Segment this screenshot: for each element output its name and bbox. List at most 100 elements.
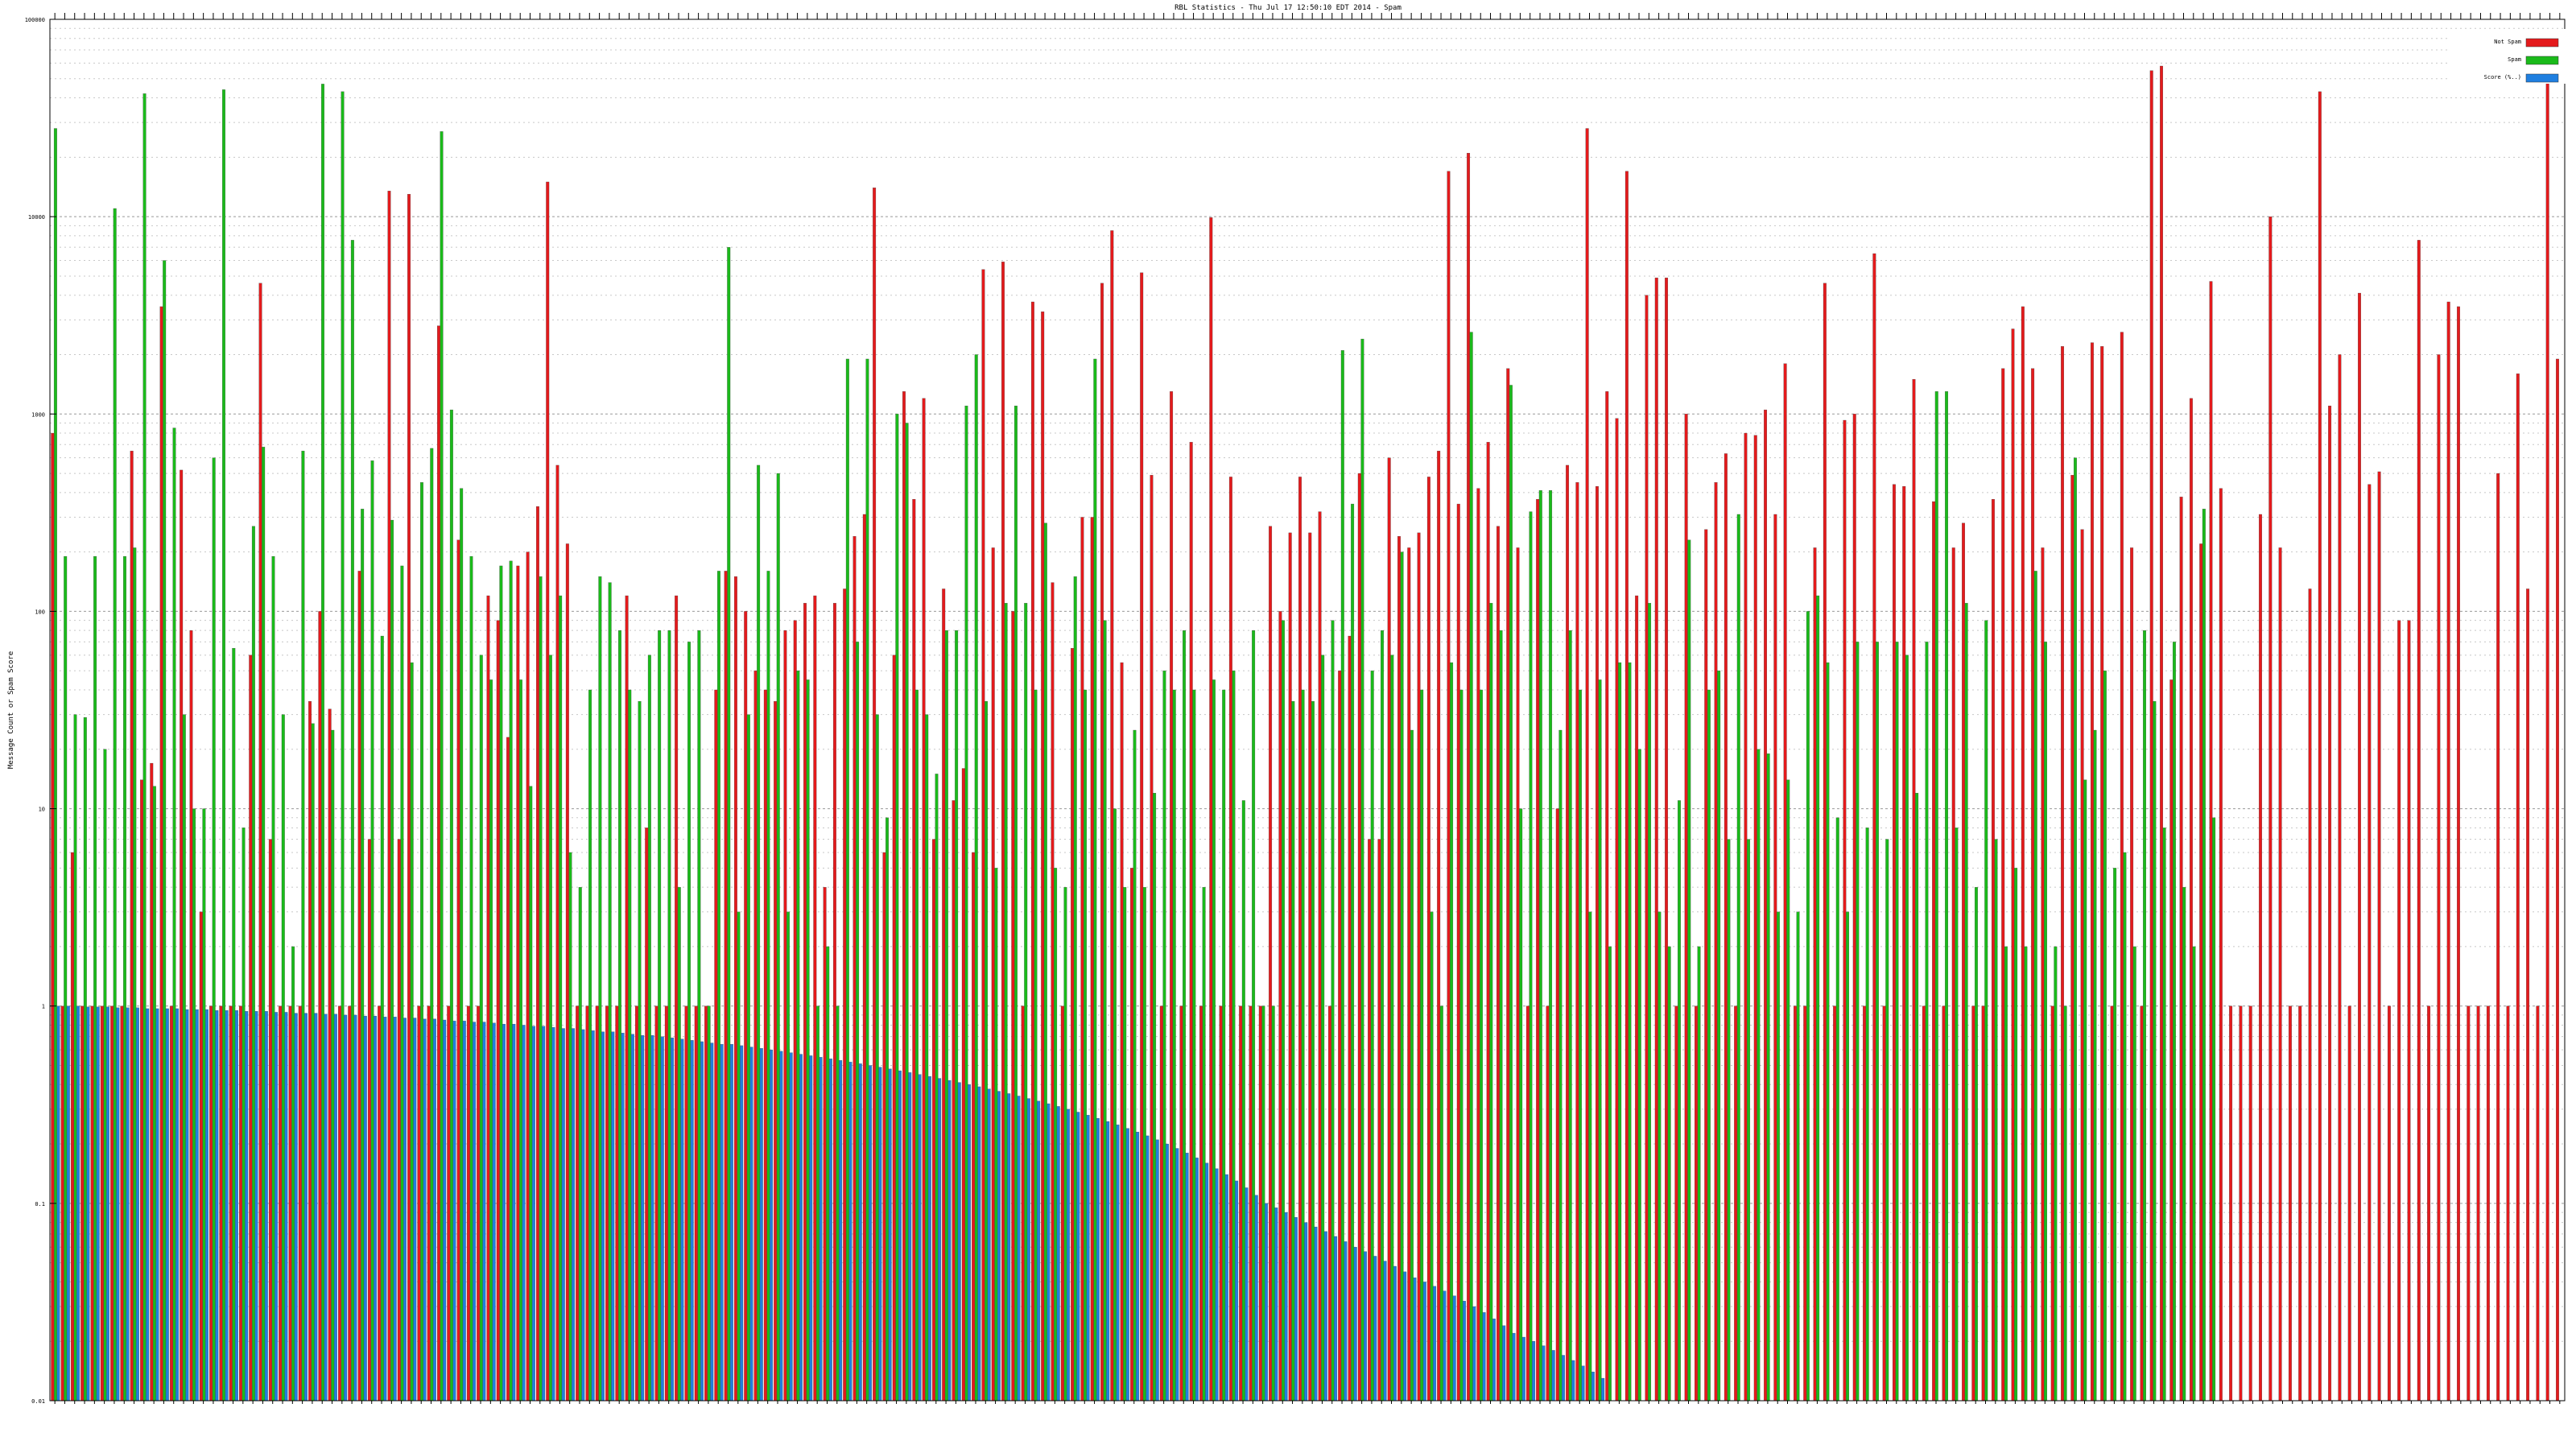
bar-not-spam bbox=[199, 911, 203, 1402]
bar-score bbox=[1265, 1203, 1268, 1402]
bar-score bbox=[601, 1031, 605, 1402]
bar-not-spam bbox=[1783, 363, 1787, 1402]
bar-score bbox=[492, 1022, 496, 1402]
bar-not-spam bbox=[279, 1005, 283, 1402]
bar-not-spam bbox=[1150, 475, 1154, 1402]
bar-score bbox=[1294, 1217, 1298, 1402]
bar-spam bbox=[123, 555, 126, 1402]
bar-score bbox=[888, 1068, 892, 1402]
bar-not-spam bbox=[714, 689, 718, 1402]
bar-not-spam bbox=[2417, 240, 2421, 1402]
bar-not-spam bbox=[774, 701, 778, 1402]
bar-score bbox=[1155, 1139, 1159, 1402]
bar-not-spam bbox=[2149, 70, 2153, 1402]
bar-spam bbox=[281, 714, 285, 1402]
bar-score bbox=[1591, 1372, 1595, 1402]
bar-score bbox=[1482, 1312, 1486, 1402]
bar-not-spam bbox=[1704, 529, 1708, 1402]
bar-score bbox=[116, 1007, 120, 1402]
bar-not-spam bbox=[1566, 464, 1570, 1402]
bar-score bbox=[819, 1057, 823, 1402]
legend: Not Spam Spam Score (%..) bbox=[2447, 29, 2566, 84]
bar-not-spam bbox=[1753, 435, 1757, 1402]
bar-spam bbox=[251, 526, 255, 1402]
bar-not-spam bbox=[159, 306, 163, 1402]
bar-spam bbox=[1351, 503, 1355, 1402]
bar-spam bbox=[638, 701, 642, 1402]
bar-not-spam bbox=[2536, 1005, 2540, 1402]
bar-not-spam bbox=[2169, 679, 2174, 1402]
bar-spam bbox=[1202, 886, 1206, 1402]
bar-not-spam bbox=[239, 1005, 242, 1402]
bar-not-spam bbox=[477, 1005, 481, 1402]
legend-swatch bbox=[2525, 38, 2559, 47]
bar-score bbox=[135, 1007, 139, 1402]
bar-spam bbox=[489, 679, 493, 1402]
bar-spam bbox=[944, 630, 948, 1402]
bar-spam bbox=[1370, 671, 1374, 1402]
bar-score bbox=[770, 1049, 774, 1402]
bar-spam bbox=[113, 208, 117, 1402]
bar-not-spam bbox=[1525, 1005, 1530, 1402]
bar-spam bbox=[1103, 620, 1107, 1402]
bar-spam bbox=[1786, 779, 1790, 1402]
bar-score bbox=[1037, 1100, 1041, 1402]
bar-score bbox=[918, 1074, 922, 1402]
bar-spam bbox=[172, 427, 176, 1402]
bar-spam bbox=[1608, 946, 1612, 1402]
bar-not-spam bbox=[397, 839, 401, 1402]
bar-not-spam bbox=[268, 839, 272, 1402]
bar-not-spam bbox=[1585, 128, 1589, 1402]
bar-not-spam bbox=[1635, 595, 1639, 1402]
bar-not-spam bbox=[1199, 1005, 1203, 1402]
bar-score bbox=[1116, 1125, 1120, 1402]
plot-frame bbox=[49, 19, 2566, 1402]
bar-not-spam bbox=[664, 1005, 668, 1402]
bar-not-spam bbox=[753, 671, 758, 1402]
bar-spam bbox=[410, 662, 414, 1402]
bar-score bbox=[344, 1014, 348, 1402]
bar-spam bbox=[1252, 630, 1256, 1402]
bar-not-spam bbox=[209, 1005, 213, 1402]
bar-score bbox=[363, 1015, 367, 1402]
bar-not-spam bbox=[1348, 635, 1352, 1402]
bar-score bbox=[264, 1011, 268, 1402]
bar-score bbox=[531, 1026, 535, 1402]
bar-spam bbox=[1558, 729, 1563, 1402]
bar-spam bbox=[1667, 946, 1671, 1402]
bar-spam bbox=[559, 595, 563, 1402]
bar-not-spam bbox=[2437, 354, 2441, 1402]
bar-spam bbox=[1598, 679, 1602, 1402]
bar-spam bbox=[1895, 642, 1899, 1402]
bar-not-spam bbox=[348, 1005, 352, 1402]
bar-spam bbox=[1816, 595, 1820, 1402]
bar-not-spam bbox=[1021, 1005, 1025, 1402]
bar-spam bbox=[2212, 817, 2216, 1402]
bar-not-spam bbox=[1308, 532, 1312, 1402]
bar-score bbox=[1254, 1195, 1258, 1402]
bar-score bbox=[542, 1026, 546, 1402]
y-tick-label: 1 bbox=[42, 1004, 45, 1010]
bar-not-spam bbox=[1129, 868, 1133, 1402]
bar-spam bbox=[1519, 808, 1523, 1402]
bar-score bbox=[779, 1051, 783, 1402]
bar-spam bbox=[1974, 886, 1978, 1402]
bar-not-spam bbox=[2526, 588, 2530, 1402]
bar-not-spam bbox=[2268, 216, 2273, 1402]
bar-spam bbox=[1529, 511, 1533, 1402]
bar-score bbox=[1601, 1377, 1605, 1402]
bar-not-spam bbox=[1803, 1005, 1807, 1402]
bar-score bbox=[858, 1063, 862, 1402]
bar-spam bbox=[856, 642, 860, 1402]
bar-spam bbox=[163, 260, 167, 1402]
bar-spam bbox=[1034, 689, 1038, 1402]
bar-not-spam bbox=[2338, 354, 2342, 1402]
bar-spam bbox=[1073, 576, 1077, 1402]
bar-not-spam bbox=[1051, 582, 1055, 1402]
bar-not-spam bbox=[1843, 419, 1847, 1402]
bar-not-spam bbox=[1219, 1005, 1223, 1402]
bar-spam bbox=[83, 717, 87, 1402]
bar-score bbox=[1096, 1117, 1100, 1402]
bar-score bbox=[403, 1018, 407, 1402]
bar-not-spam bbox=[2496, 473, 2500, 1402]
